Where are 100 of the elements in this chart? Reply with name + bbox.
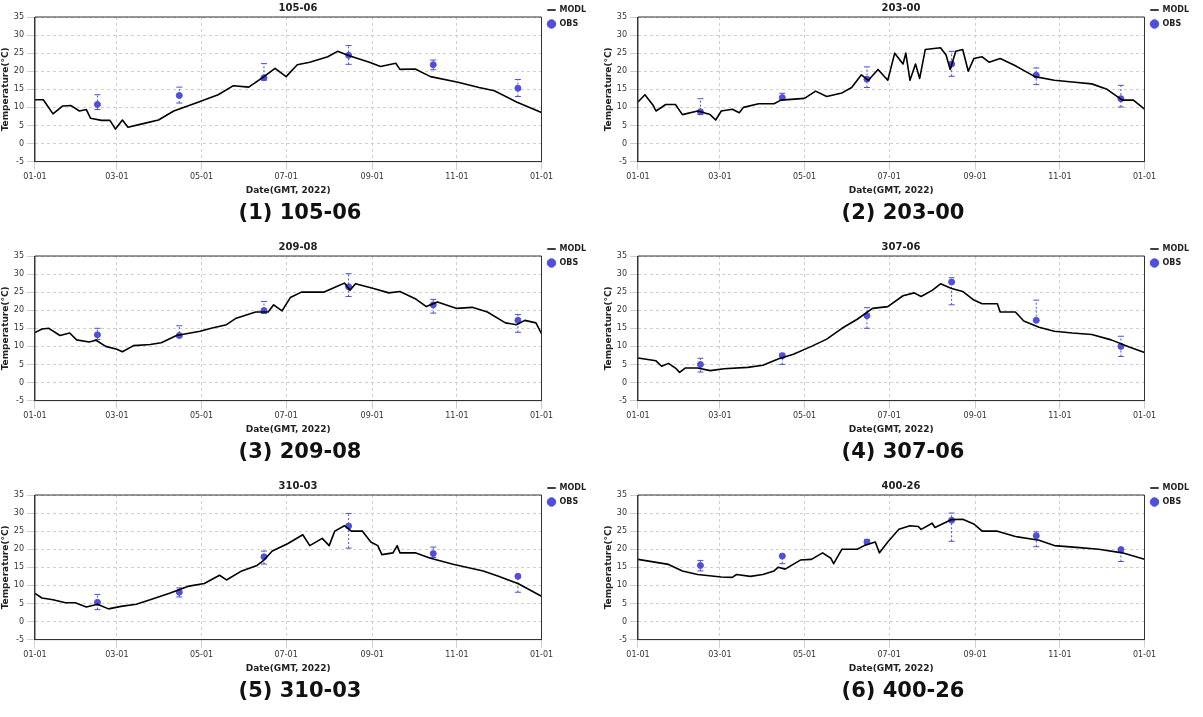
point <box>948 278 956 286</box>
text: (6) 400-26 <box>840 678 966 702</box>
y-tick-label: 15 <box>13 562 24 572</box>
y-tick-label: 20 <box>616 66 627 76</box>
legend-label: OBS <box>1162 497 1182 507</box>
y-tick-label: 0 <box>18 138 24 148</box>
y-tick-label: 0 <box>621 616 627 626</box>
y-tick-label: 35 <box>616 12 627 22</box>
point <box>1032 532 1040 540</box>
legend-label: MODL <box>559 483 586 493</box>
point <box>778 552 786 560</box>
x-tick-label: 01-01 <box>1132 650 1157 660</box>
x-tick-label: 01-01 <box>1132 411 1157 421</box>
x-tick-label: 05-01 <box>792 172 817 182</box>
y-tick-label: 25 <box>616 48 627 58</box>
point <box>93 331 101 339</box>
legend-label: OBS <box>1162 19 1182 29</box>
y-tick-label: 5 <box>621 598 627 608</box>
x-axis-title: Date(GMT, 2022) <box>848 662 934 673</box>
y-axis-title: Temperature(°C) <box>602 47 613 132</box>
legend-label: MODL <box>1162 244 1189 254</box>
y-axis-title: Temperature(°C) <box>0 525 10 610</box>
legend-label: MODL <box>1162 483 1189 493</box>
x-axis-title: Date(GMT, 2022) <box>245 184 331 195</box>
x-axis-title: Date(GMT, 2022) <box>245 662 331 673</box>
x-tick-label: 09-01 <box>360 650 384 660</box>
x-tick-label: 01-01 <box>529 172 554 182</box>
x-tick-label: 05-01 <box>792 411 817 421</box>
y-tick-label: 5 <box>621 120 627 130</box>
y-axis-title: Temperature(°C) <box>0 47 10 132</box>
y-tick-label: 35 <box>616 251 627 261</box>
x-tick-label: 05-01 <box>189 172 214 182</box>
x-tick-label: 09-01 <box>963 411 987 421</box>
y-tick-label: 15 <box>13 84 24 94</box>
chart-title: 310-03 <box>278 479 318 491</box>
x-tick-label: 09-01 <box>963 172 987 182</box>
y-tick-label: 10 <box>13 102 24 112</box>
y-tick-label: 25 <box>13 287 24 297</box>
x-tick-label: 01-01 <box>529 411 554 421</box>
y-tick-label: 10 <box>616 580 627 590</box>
y-tick-label: 5 <box>18 359 24 369</box>
x-tick-label: 11-01 <box>1048 172 1072 182</box>
x-tick-label: 09-01 <box>360 411 384 421</box>
legend-label: MODL <box>1162 5 1189 15</box>
legend-label: OBS <box>559 19 579 29</box>
x-tick-label: 09-01 <box>360 172 384 182</box>
legend-label: MODL <box>559 244 586 254</box>
y-axis-title: Temperature(°C) <box>602 286 613 371</box>
point <box>1032 316 1040 324</box>
y-tick-label: 25 <box>13 48 24 58</box>
x-axis-title: Date(GMT, 2022) <box>848 184 934 195</box>
y-tick-label: 25 <box>616 287 627 297</box>
y-tick-label: -5 <box>619 395 627 405</box>
point <box>429 550 437 558</box>
text: (5) 310-03 <box>237 678 363 702</box>
y-tick-label: -5 <box>16 156 24 166</box>
y-tick-label: 35 <box>13 251 24 261</box>
y-tick-label: 10 <box>616 341 627 351</box>
y-tick-label: 0 <box>621 138 627 148</box>
y-tick-label: 0 <box>18 616 24 626</box>
chart-title: 105-06 <box>278 1 318 13</box>
point <box>514 84 522 92</box>
y-tick-label: 5 <box>18 598 24 608</box>
x-tick-label: 03-01 <box>708 411 732 421</box>
x-tick-label: 01-01 <box>626 411 650 421</box>
y-tick-label: 15 <box>616 84 627 94</box>
text: (4) 307-06 <box>840 439 966 463</box>
y-tick-label: 15 <box>616 323 627 333</box>
x-tick-label: 01-01 <box>1132 172 1157 182</box>
y-tick-label: 30 <box>616 30 627 40</box>
y-tick-label: 20 <box>13 305 24 315</box>
y-tick-label: -5 <box>619 634 627 644</box>
x-tick-label: 01-01 <box>23 411 47 421</box>
y-tick-label: 10 <box>13 580 24 590</box>
x-tick-label: 11-01 <box>1048 411 1072 421</box>
legend-label: OBS <box>559 497 579 507</box>
chart-title: 209-08 <box>278 240 318 252</box>
x-tick-label: 01-01 <box>626 172 650 182</box>
x-tick-label: 05-01 <box>189 411 214 421</box>
point <box>175 91 183 99</box>
y-tick-label: 35 <box>13 490 24 500</box>
point <box>93 100 101 108</box>
y-tick-label: 30 <box>616 269 627 279</box>
x-tick-label: 03-01 <box>708 172 732 182</box>
legend-label: OBS <box>1162 258 1182 268</box>
x-tick-label: 07-01 <box>877 650 901 660</box>
x-tick-label: 01-01 <box>529 650 554 660</box>
y-tick-label: 20 <box>13 66 24 76</box>
chart-title: 307-06 <box>881 240 921 252</box>
y-tick-label: 35 <box>616 490 627 500</box>
chart-title: 400-26 <box>881 479 921 491</box>
x-tick-label: 11-01 <box>445 650 469 660</box>
y-tick-label: 35 <box>13 12 24 22</box>
x-tick-label: 05-01 <box>792 650 817 660</box>
x-tick-label: 11-01 <box>445 172 469 182</box>
x-tick-label: 01-01 <box>23 172 47 182</box>
x-axis-title: Date(GMT, 2022) <box>245 423 331 434</box>
text: (1) 105-06 <box>237 200 363 224</box>
x-tick-label: 01-01 <box>626 650 650 660</box>
y-tick-label: 5 <box>18 120 24 130</box>
